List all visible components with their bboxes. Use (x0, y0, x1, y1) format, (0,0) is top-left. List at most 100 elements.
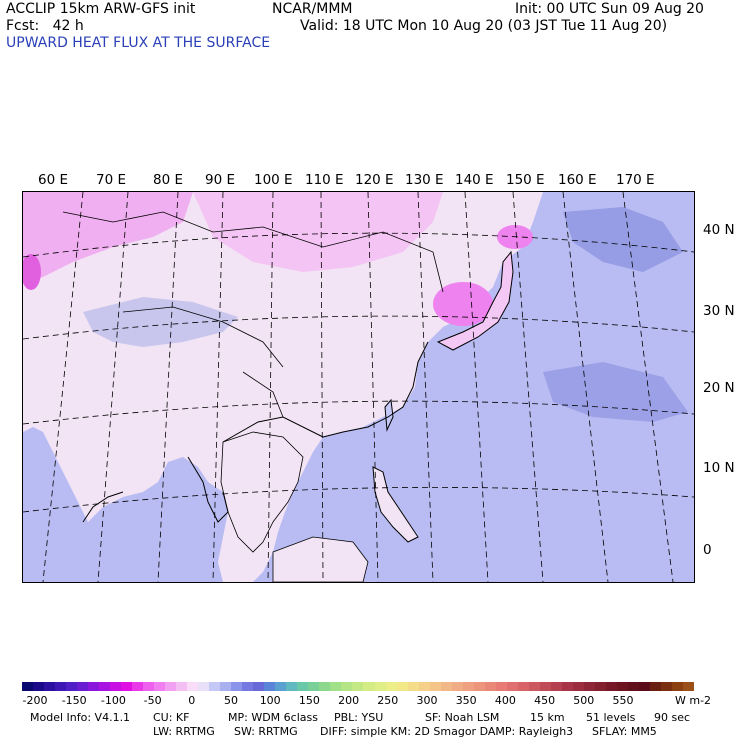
colorbar-swatch (198, 682, 210, 691)
colorbar-swatch (154, 682, 166, 691)
colorbar-labels: -200 -150 -100 -50 0 50 100 150 200 250 300 350 400 4… (0, 694, 740, 707)
colorbar-swatch (583, 682, 595, 691)
lon-label: 150 E (506, 172, 545, 188)
colorbar-swatch (539, 682, 551, 691)
init-time: Init: 00 UTC Sun 09 Aug 20 (515, 1, 704, 17)
colorbar-swatch (429, 682, 441, 691)
colorbar-swatch (440, 682, 452, 691)
lon-label: 80 E (153, 172, 183, 188)
colorbar-swatch (363, 682, 375, 691)
colorbar-tick-label: 100 (259, 694, 281, 707)
colorbar-swatch (671, 682, 683, 691)
taiwan (384, 398, 394, 432)
diffusion-scheme: DIFF: simple KM: 2D Smagor DAMP: Rayleig… (320, 725, 574, 738)
lon-label: 160 E (558, 172, 597, 188)
colorbar-tick-label: 450 (534, 694, 556, 707)
colorbar-tick-label: 500 (573, 694, 595, 707)
model-title: ACCLIP 15km ARW-GFS init (6, 1, 196, 17)
colorbar-swatch (374, 682, 386, 691)
lat-label: 40 N (703, 222, 735, 238)
agency-label: NCAR/MMM (272, 1, 353, 17)
colorbar (22, 682, 694, 691)
country-borders (62, 211, 444, 418)
colorbar-swatch (286, 682, 298, 691)
cumulus-scheme: CU: KF (153, 711, 190, 724)
colorbar-swatch (660, 682, 672, 691)
negative-flux-patch (563, 207, 683, 272)
colorbar-tick-label: 550 (612, 694, 634, 707)
surface-layer-scheme: SFLAY: MM5 (592, 725, 657, 738)
colorbar-swatch (385, 682, 397, 691)
colorbar-tick-label: 200 (338, 694, 360, 707)
colorbar-swatch (407, 682, 419, 691)
philippines (372, 466, 419, 543)
lat-label: 0 (703, 542, 712, 558)
colorbar-swatch (561, 682, 573, 691)
negative-flux-patch (543, 362, 688, 422)
colorbar-tick-label: 0 (188, 694, 196, 707)
surface-scheme: SF: Noah LSM (425, 711, 500, 724)
lon-label: 120 E (355, 172, 394, 188)
colorbar-swatch (22, 682, 34, 691)
colorbar-swatch (594, 682, 606, 691)
shortwave-scheme: SW: RRTMG (234, 725, 298, 738)
lon-label: 130 E (405, 172, 444, 188)
lon-label: 60 E (38, 172, 68, 188)
colorbar-swatch (176, 682, 188, 691)
high-flux-patch (193, 192, 443, 272)
colorbar-swatch (132, 682, 144, 691)
colorbar-swatch (77, 682, 89, 691)
colorbar-unit: W m-2 (675, 694, 712, 707)
coastlines (82, 341, 429, 523)
colorbar-swatch (242, 682, 254, 691)
colorbar-swatch (297, 682, 309, 691)
colorbar-swatch (473, 682, 485, 691)
valid-time: Valid: 18 UTC Mon 10 Aug 20 (03 JST Tue … (300, 18, 668, 34)
colorbar-swatch (682, 682, 694, 691)
colorbar-swatch (66, 682, 78, 691)
colorbar-swatch (308, 682, 320, 691)
graticule (23, 192, 694, 582)
heat-flux-map (22, 191, 695, 583)
lat-label: 10 N (703, 460, 735, 476)
west-high-flux (23, 254, 41, 290)
japan-islands (436, 250, 514, 351)
colorbar-swatch (165, 682, 177, 691)
colorbar-swatch (44, 682, 56, 691)
colorbar-swatch (209, 682, 221, 691)
colorbar-tick-label: 50 (224, 694, 238, 707)
colorbar-swatch (616, 682, 628, 691)
colorbar-tick-label: -50 (143, 694, 162, 707)
colorbar-swatch (451, 682, 463, 691)
lon-label: 70 E (96, 172, 126, 188)
colorbar-swatch (396, 682, 408, 691)
vertical-levels: 51 levels (586, 711, 636, 724)
longwave-scheme: LW: RRTMG (153, 725, 215, 738)
colorbar-swatch (517, 682, 529, 691)
colorbar-swatch (264, 682, 276, 691)
colorbar-tick-label: -100 (100, 694, 126, 707)
colorbar-tick-label: -150 (61, 694, 87, 707)
forecast-hour: Fcst: 42 h (6, 18, 84, 34)
colorbar-tick-label: 400 (494, 694, 516, 707)
colorbar-swatch (341, 682, 353, 691)
colorbar-tick-label: 250 (377, 694, 399, 707)
colorbar-swatch (418, 682, 430, 691)
colorbar-swatch (528, 682, 540, 691)
lon-label: 100 E (254, 172, 293, 188)
colorbar-swatch (253, 682, 265, 691)
colorbar-swatch (231, 682, 243, 691)
colorbar-swatch (33, 682, 45, 691)
colorbar-swatch (649, 682, 661, 691)
plateau-area (83, 297, 238, 347)
colorbar-swatch (99, 682, 111, 691)
colorbar-swatch (627, 682, 639, 691)
field-title: UPWARD HEAT FLUX AT THE SURFACE (6, 35, 271, 51)
colorbar-swatch (187, 682, 199, 691)
borneo-sumatra (272, 536, 369, 582)
microphysics-scheme: MP: WDM 6class (228, 711, 318, 724)
colorbar-swatch (319, 682, 331, 691)
colorbar-swatch (143, 682, 155, 691)
colorbar-tick-label: -200 (22, 694, 48, 707)
colorbar-swatch (550, 682, 562, 691)
